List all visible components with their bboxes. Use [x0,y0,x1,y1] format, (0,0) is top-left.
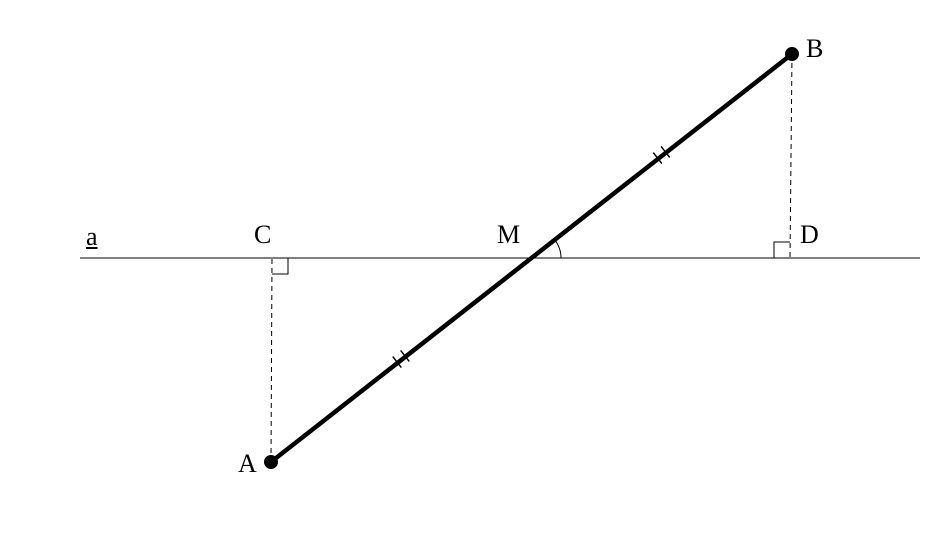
point-A-dot [264,455,278,469]
line-label-a: a [86,222,98,252]
point-label-C: C [254,220,271,250]
segment-AC-dashed [271,258,272,462]
point-label-A: A [238,449,257,479]
geometry-diagram [0,0,941,548]
right-angle-C [272,258,288,274]
angle-arc-M [555,240,561,258]
right-angle-D [774,242,790,258]
point-B-dot [785,47,799,61]
point-label-D: D [800,220,819,250]
point-label-B: B [806,34,823,64]
segment-BD-dashed [790,54,792,258]
point-label-M: M [497,220,520,250]
